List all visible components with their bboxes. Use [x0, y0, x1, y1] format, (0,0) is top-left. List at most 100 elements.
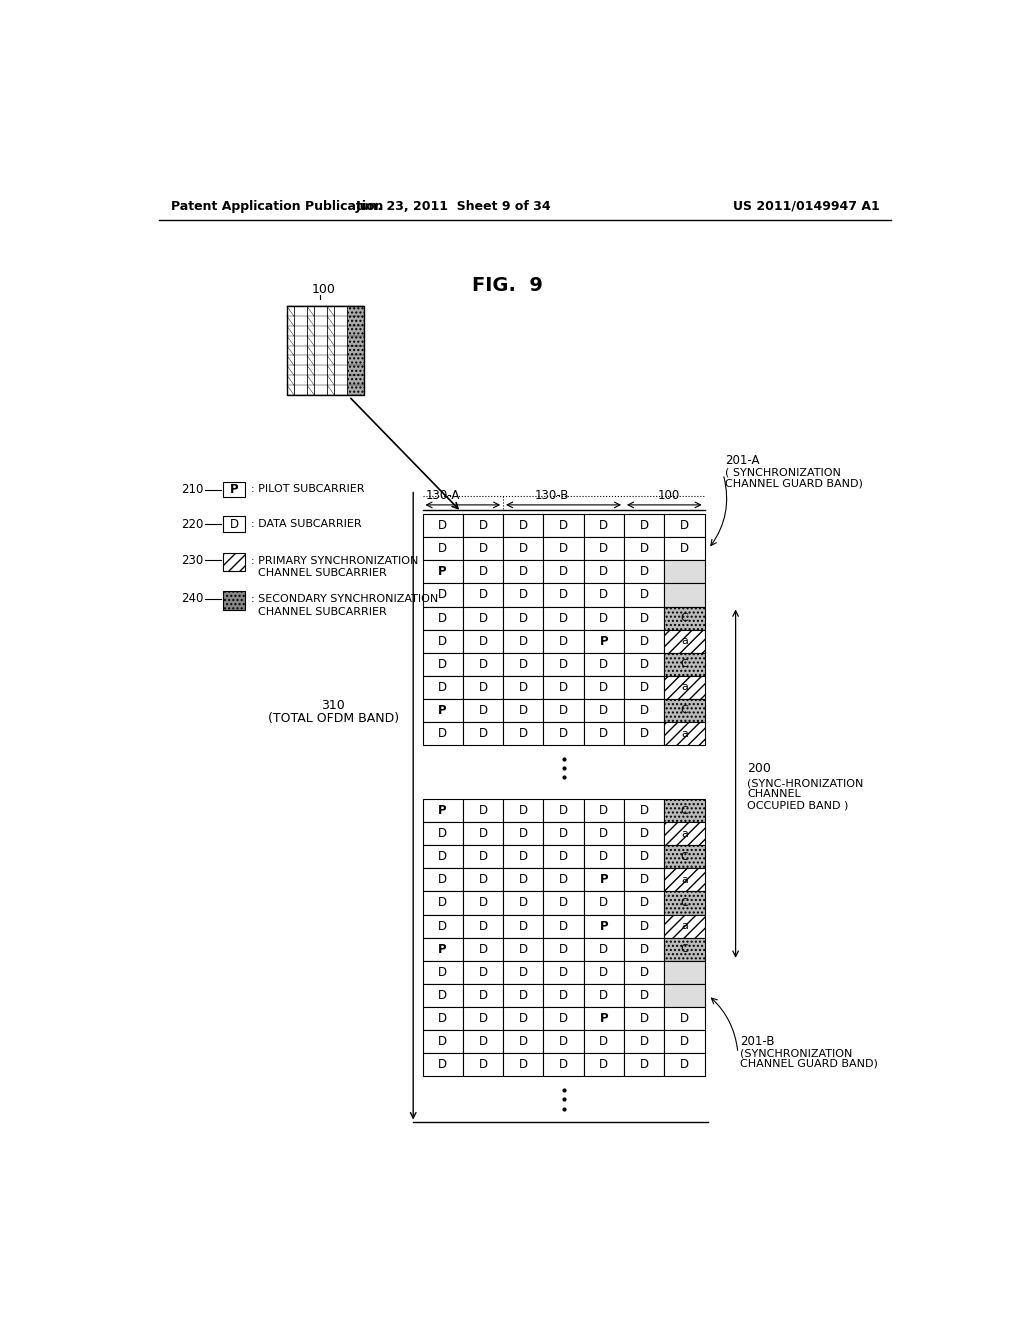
Bar [624, 537, 665, 560]
Text: D: D [519, 804, 527, 817]
Text: CHANNEL: CHANNEL [748, 789, 801, 800]
Text: D: D [680, 1035, 689, 1048]
Text: D: D [519, 519, 527, 532]
Bar [223, 553, 245, 572]
Bar [463, 560, 503, 583]
Bar [503, 630, 544, 653]
Bar [665, 822, 705, 845]
Text: FIG.  9: FIG. 9 [472, 276, 543, 294]
Bar [544, 537, 584, 560]
Text: C: C [681, 705, 688, 715]
Bar [503, 822, 544, 845]
Bar [544, 560, 584, 583]
Text: a: a [681, 729, 688, 739]
Bar [584, 1030, 624, 1053]
Bar [544, 700, 584, 722]
Bar [665, 1053, 705, 1076]
Text: D: D [478, 989, 487, 1002]
Text: Jun. 23, 2011  Sheet 9 of 34: Jun. 23, 2011 Sheet 9 of 34 [355, 199, 551, 213]
Bar [584, 560, 624, 583]
Text: D: D [478, 519, 487, 532]
Bar [503, 583, 544, 607]
Text: ( SYNCHRONIZATION: ( SYNCHRONIZATION [725, 467, 841, 478]
Text: 100: 100 [657, 490, 680, 502]
Text: D: D [640, 635, 649, 648]
Bar [624, 937, 665, 961]
Bar [665, 607, 705, 630]
Text: a: a [681, 682, 688, 693]
Bar [584, 722, 624, 744]
Text: D: D [640, 543, 649, 556]
Text: D: D [559, 920, 568, 933]
Text: D: D [640, 704, 649, 717]
Text: Patent Application Publication: Patent Application Publication [171, 199, 383, 213]
Text: a: a [681, 875, 688, 884]
Text: D: D [599, 989, 608, 1002]
Text: D: D [438, 920, 447, 933]
Bar [665, 583, 705, 607]
Text: D: D [599, 704, 608, 717]
Text: 100: 100 [312, 282, 336, 296]
Bar [423, 937, 463, 961]
Bar [503, 1053, 544, 1076]
Bar [584, 630, 624, 653]
Bar [423, 560, 463, 583]
Text: D: D [640, 828, 649, 841]
Text: D: D [559, 874, 568, 887]
Text: D: D [599, 657, 608, 671]
Text: : PRIMARY SYNCHRONIZATION
  CHANNEL SUBCARRIER: : PRIMARY SYNCHRONIZATION CHANNEL SUBCAR… [251, 556, 419, 578]
Bar [423, 1030, 463, 1053]
Text: D: D [559, 704, 568, 717]
Bar [624, 676, 665, 700]
Bar [463, 583, 503, 607]
Bar [584, 1053, 624, 1076]
Text: D: D [478, 727, 487, 741]
Bar [463, 1030, 503, 1053]
Bar [423, 799, 463, 822]
Bar [584, 915, 624, 937]
Text: D: D [559, 611, 568, 624]
Bar [463, 891, 503, 915]
Bar [665, 891, 705, 915]
Bar [624, 1007, 665, 1030]
Text: D: D [478, 565, 487, 578]
Bar [503, 1030, 544, 1053]
Text: D: D [599, 804, 608, 817]
Text: D: D [478, 1012, 487, 1026]
Text: 200: 200 [748, 762, 771, 775]
Bar [463, 822, 503, 845]
Text: D: D [559, 942, 568, 956]
Text: D: D [229, 517, 239, 531]
Bar [584, 537, 624, 560]
Text: D: D [438, 589, 447, 602]
Bar [544, 869, 584, 891]
Bar [544, 983, 584, 1007]
Bar [503, 799, 544, 822]
Bar [544, 630, 584, 653]
Bar [584, 607, 624, 630]
Text: D: D [519, 565, 527, 578]
Bar [463, 1007, 503, 1030]
Text: D: D [438, 966, 447, 979]
Text: P: P [438, 942, 446, 956]
Text: 310: 310 [322, 698, 345, 711]
Bar [665, 515, 705, 537]
Text: P: P [438, 704, 446, 717]
Bar [503, 869, 544, 891]
Bar [503, 961, 544, 983]
Text: D: D [478, 874, 487, 887]
Bar [503, 653, 544, 676]
Bar [624, 630, 665, 653]
Text: D: D [599, 1035, 608, 1048]
Bar [584, 822, 624, 845]
Bar [624, 961, 665, 983]
Bar [423, 653, 463, 676]
Text: D: D [438, 611, 447, 624]
Bar [624, 722, 665, 744]
Text: D: D [599, 611, 608, 624]
Text: D: D [559, 1035, 568, 1048]
Bar [544, 937, 584, 961]
Text: D: D [438, 1035, 447, 1048]
Bar [624, 560, 665, 583]
Bar [463, 869, 503, 891]
